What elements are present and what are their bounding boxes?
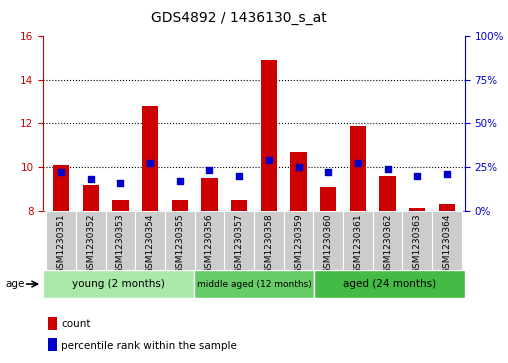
Bar — [201, 178, 217, 211]
Bar — [194, 270, 314, 298]
Point — [384, 166, 392, 172]
Bar — [48, 338, 57, 351]
Bar — [320, 187, 336, 211]
Point — [324, 169, 332, 175]
Bar — [261, 60, 277, 211]
Point — [176, 178, 184, 184]
Text: GSM1230360: GSM1230360 — [324, 213, 333, 274]
Point — [413, 173, 421, 179]
Bar — [432, 211, 462, 270]
Point — [116, 180, 124, 185]
Text: GSM1230363: GSM1230363 — [413, 213, 422, 274]
Bar — [142, 106, 158, 211]
Text: GSM1230361: GSM1230361 — [354, 213, 362, 274]
Bar — [76, 211, 106, 270]
Bar — [373, 211, 402, 270]
Text: GSM1230357: GSM1230357 — [235, 213, 244, 274]
Point — [265, 157, 273, 163]
Bar — [402, 211, 432, 270]
Bar — [165, 211, 195, 270]
Bar — [379, 176, 396, 211]
Text: middle aged (12 months): middle aged (12 months) — [197, 280, 311, 289]
Text: percentile rank within the sample: percentile rank within the sample — [61, 341, 237, 351]
Text: GSM1230356: GSM1230356 — [205, 213, 214, 274]
Bar — [46, 211, 76, 270]
Bar — [225, 211, 254, 270]
Text: GSM1230362: GSM1230362 — [383, 213, 392, 274]
Bar — [343, 211, 373, 270]
Bar — [53, 165, 69, 211]
Bar — [291, 152, 307, 211]
Bar — [172, 200, 188, 211]
Bar — [112, 200, 129, 211]
Bar — [82, 185, 99, 211]
Bar — [43, 270, 194, 298]
Point — [146, 160, 154, 166]
Point — [205, 168, 213, 174]
Text: aged (24 months): aged (24 months) — [343, 279, 436, 289]
Bar — [313, 211, 343, 270]
Text: GSM1230352: GSM1230352 — [86, 213, 95, 274]
Bar — [48, 317, 57, 330]
Bar — [231, 200, 247, 211]
Text: GSM1230359: GSM1230359 — [294, 213, 303, 274]
Text: GSM1230364: GSM1230364 — [442, 213, 452, 274]
Bar — [195, 211, 225, 270]
Text: GSM1230358: GSM1230358 — [264, 213, 273, 274]
Text: GSM1230355: GSM1230355 — [175, 213, 184, 274]
Text: age: age — [5, 279, 24, 289]
Text: count: count — [61, 319, 90, 329]
Text: GSM1230353: GSM1230353 — [116, 213, 125, 274]
Point — [443, 171, 451, 177]
Point — [57, 169, 65, 175]
Bar — [350, 126, 366, 211]
Point — [295, 164, 303, 170]
Bar — [409, 208, 426, 211]
Point — [235, 173, 243, 179]
Text: GSM1230351: GSM1230351 — [56, 213, 66, 274]
Bar — [106, 211, 135, 270]
Bar — [135, 211, 165, 270]
Bar — [314, 270, 465, 298]
Text: young (2 months): young (2 months) — [72, 279, 165, 289]
Text: GDS4892 / 1436130_s_at: GDS4892 / 1436130_s_at — [151, 11, 327, 25]
Bar — [283, 211, 313, 270]
Bar — [439, 204, 455, 211]
Text: GSM1230354: GSM1230354 — [146, 213, 154, 274]
Point — [87, 176, 95, 182]
Point — [354, 160, 362, 166]
Bar — [254, 211, 283, 270]
